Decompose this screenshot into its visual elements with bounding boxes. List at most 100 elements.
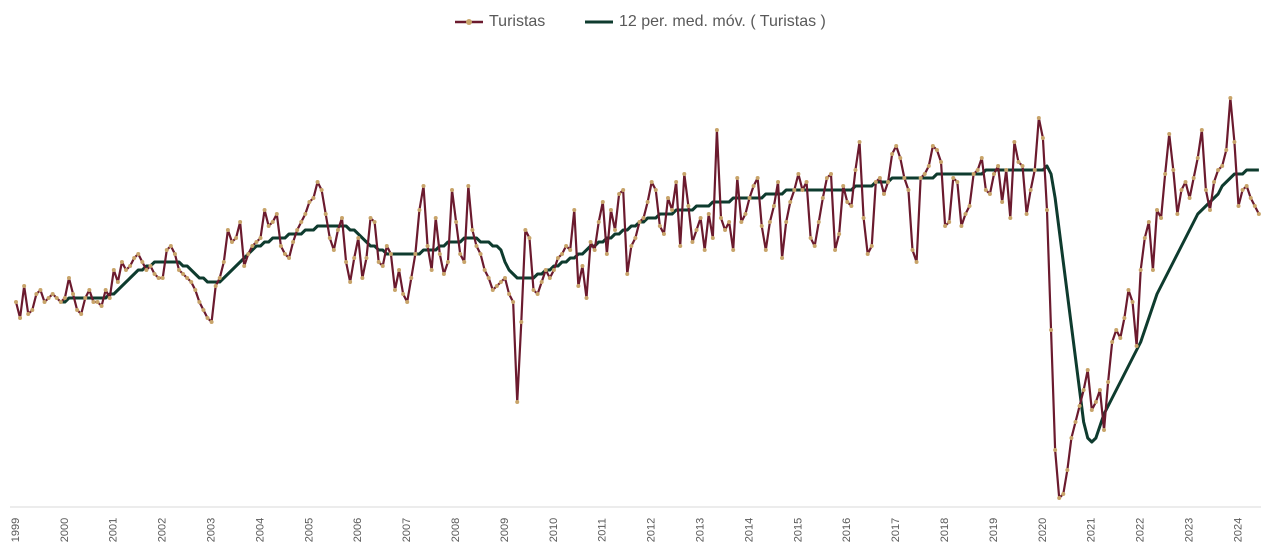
data-point bbox=[1004, 168, 1009, 172]
data-point bbox=[963, 212, 968, 216]
data-point bbox=[466, 184, 471, 188]
data-point bbox=[1175, 212, 1180, 216]
data-point bbox=[30, 308, 35, 312]
data-point bbox=[498, 280, 503, 284]
data-point bbox=[1232, 140, 1237, 144]
data-point bbox=[388, 252, 393, 256]
data-point bbox=[698, 216, 703, 220]
data-point bbox=[291, 240, 296, 244]
data-point bbox=[278, 244, 283, 248]
data-point bbox=[1220, 164, 1225, 168]
data-point bbox=[193, 288, 198, 292]
data-point bbox=[62, 296, 67, 300]
data-point bbox=[22, 284, 27, 288]
data-point bbox=[478, 252, 483, 256]
data-point bbox=[511, 300, 516, 304]
data-point bbox=[490, 288, 495, 292]
data-point bbox=[1171, 168, 1176, 172]
data-point bbox=[115, 280, 120, 284]
data-point bbox=[425, 244, 430, 248]
data-point bbox=[282, 252, 287, 256]
data-point bbox=[886, 180, 891, 184]
data-point bbox=[1016, 160, 1021, 164]
data-point bbox=[462, 260, 467, 264]
data-point bbox=[625, 272, 630, 276]
data-point bbox=[906, 188, 911, 192]
data-point bbox=[128, 264, 133, 268]
data-point bbox=[596, 220, 601, 224]
data-point bbox=[621, 188, 626, 192]
legend-label: 12 per. med. móv. ( Turistas ) bbox=[619, 13, 826, 30]
data-point bbox=[315, 180, 320, 184]
data-point bbox=[747, 196, 752, 200]
data-point bbox=[250, 244, 255, 248]
data-point bbox=[148, 264, 153, 268]
data-point bbox=[1224, 148, 1229, 152]
data-point bbox=[686, 204, 691, 208]
data-point bbox=[46, 296, 51, 300]
data-point bbox=[254, 240, 259, 244]
data-point bbox=[955, 180, 960, 184]
data-point bbox=[808, 236, 813, 240]
data-point bbox=[1134, 344, 1139, 348]
data-point bbox=[853, 168, 858, 172]
data-point bbox=[450, 188, 455, 192]
data-point bbox=[1183, 180, 1188, 184]
data-point bbox=[417, 208, 422, 212]
data-point bbox=[824, 176, 829, 180]
data-point bbox=[303, 212, 308, 216]
x-tick-label: 2022 bbox=[1135, 518, 1147, 542]
data-point bbox=[784, 220, 789, 224]
data-point bbox=[739, 220, 744, 224]
data-point bbox=[433, 216, 438, 220]
data-point bbox=[344, 260, 349, 264]
data-point bbox=[759, 224, 764, 228]
data-point bbox=[352, 256, 357, 260]
data-point bbox=[1069, 436, 1074, 440]
data-point bbox=[380, 264, 385, 268]
data-point bbox=[535, 292, 540, 296]
data-point bbox=[311, 196, 316, 200]
data-point bbox=[1130, 300, 1135, 304]
data-point bbox=[947, 220, 952, 224]
data-point bbox=[833, 248, 838, 252]
data-point bbox=[392, 288, 397, 292]
x-tick-label: 2000 bbox=[59, 518, 71, 542]
data-point bbox=[335, 228, 340, 232]
x-tick-label: 2021 bbox=[1086, 518, 1098, 542]
data-point bbox=[735, 176, 740, 180]
data-point bbox=[751, 184, 756, 188]
data-point bbox=[238, 220, 243, 224]
data-point bbox=[474, 244, 479, 248]
data-point bbox=[939, 160, 944, 164]
data-point bbox=[661, 232, 666, 236]
data-point bbox=[26, 312, 31, 316]
data-point bbox=[229, 240, 234, 244]
data-point bbox=[1085, 368, 1090, 372]
data-point bbox=[967, 204, 972, 208]
data-point bbox=[144, 268, 149, 272]
data-point bbox=[75, 308, 80, 312]
data-point bbox=[560, 252, 565, 256]
data-point bbox=[119, 260, 124, 264]
data-point bbox=[718, 216, 723, 220]
x-tick-label: 2004 bbox=[254, 518, 266, 542]
data-point bbox=[95, 300, 100, 304]
data-point bbox=[1053, 448, 1058, 452]
data-point bbox=[629, 244, 634, 248]
data-point bbox=[71, 292, 76, 296]
data-point bbox=[1057, 496, 1062, 500]
data-point bbox=[649, 180, 654, 184]
data-point bbox=[576, 284, 581, 288]
data-point bbox=[1179, 188, 1184, 192]
data-point bbox=[755, 176, 760, 180]
data-point bbox=[979, 156, 984, 160]
data-point bbox=[172, 252, 177, 256]
x-tick-label: 2008 bbox=[450, 518, 462, 542]
data-point bbox=[1256, 212, 1261, 216]
data-point bbox=[943, 224, 948, 228]
data-point bbox=[209, 320, 214, 324]
data-point bbox=[107, 296, 112, 300]
data-point bbox=[714, 128, 719, 132]
data-point bbox=[376, 260, 381, 264]
